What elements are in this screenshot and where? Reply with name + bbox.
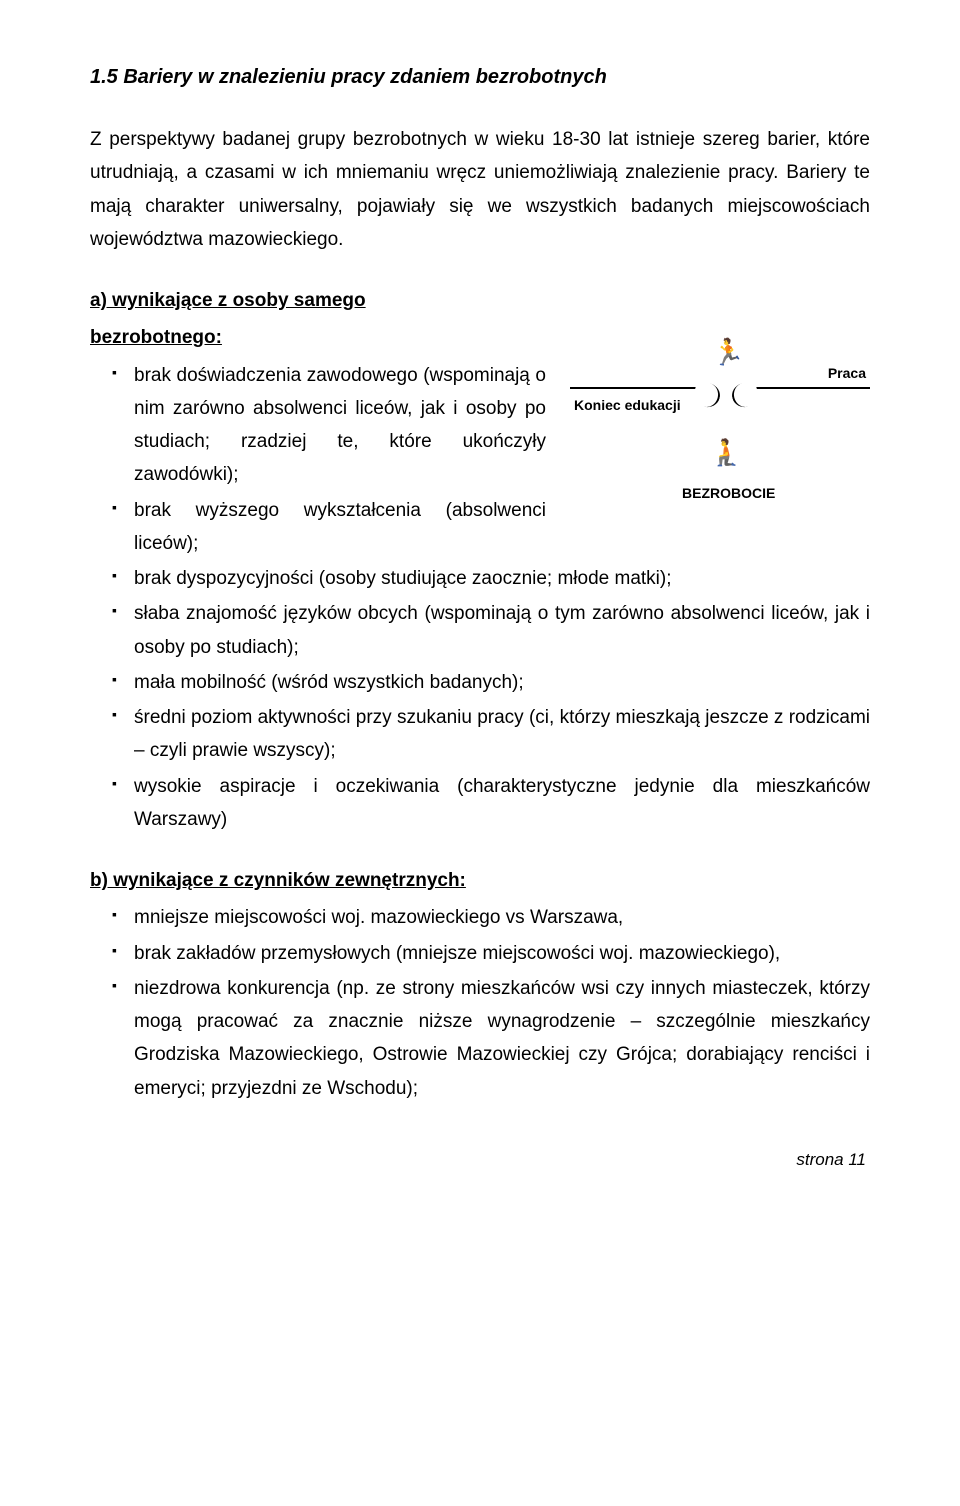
list-item: mała mobilność (wśród wszystkich badanyc…: [90, 666, 870, 699]
list-item: brak doświadczenia zawodowego (wspominaj…: [90, 359, 546, 492]
diagram-label-left: Koniec edukacji: [574, 393, 681, 418]
section-a-split: bezrobotnego: brak doświadczenia zawodow…: [90, 321, 870, 562]
bullets-a-left: brak doświadczenia zawodowego (wspominaj…: [90, 359, 546, 561]
running-person-icon: 🏃: [712, 339, 744, 365]
list-item: brak zakładów przemysłowych (mniejsze mi…: [90, 937, 870, 970]
list-item: brak wyższego wykształcenia (absolwenci …: [90, 494, 546, 561]
section-a-left: bezrobotnego: brak doświadczenia zawodow…: [90, 321, 546, 562]
list-item: słaba znajomość języków obcych (wspomina…: [90, 597, 870, 664]
section-heading: 1.5 Bariery w znalezieniu pracy zdaniem …: [90, 60, 870, 95]
section-a-title-line2: bezrobotnego:: [90, 321, 546, 354]
fallen-person-icon: 🧎: [710, 439, 742, 465]
page-footer: strona 11: [90, 1145, 870, 1175]
section-b-title: b) wynikające z czynników zewnętrznych:: [90, 864, 870, 897]
page: 1.5 Bariery w znalezieniu pracy zdaniem …: [0, 0, 960, 1215]
diagram-label-bottom: BEZROBOCIE: [682, 481, 775, 506]
list-item: niezdrowa konkurencja (np. ze strony mie…: [90, 972, 870, 1105]
section-a-title-line1: a) wynikające z osoby samego: [90, 284, 870, 317]
gap-diagram: 🏃 🧎 Koniec edukacji Praca BEZROBOCIE: [570, 331, 870, 521]
diagram-container: 🏃 🧎 Koniec edukacji Praca BEZROBOCIE: [570, 321, 870, 521]
list-item: średni poziom aktywności przy szukaniu p…: [90, 701, 870, 768]
diagram-label-right: Praca: [828, 361, 866, 386]
list-item: brak dyspozycyjności (osoby studiujące z…: [90, 562, 870, 595]
intro-paragraph: Z perspektywy badanej grupy bezrobotnych…: [90, 123, 870, 256]
list-item: wysokie aspiracje i oczekiwania (charakt…: [90, 770, 870, 837]
bullets-b: mniejsze miejscowości woj. mazowieckiego…: [90, 901, 870, 1105]
bullets-a-full: brak dyspozycyjności (osoby studiujące z…: [90, 562, 870, 836]
list-item: mniejsze miejscowości woj. mazowieckiego…: [90, 901, 870, 934]
